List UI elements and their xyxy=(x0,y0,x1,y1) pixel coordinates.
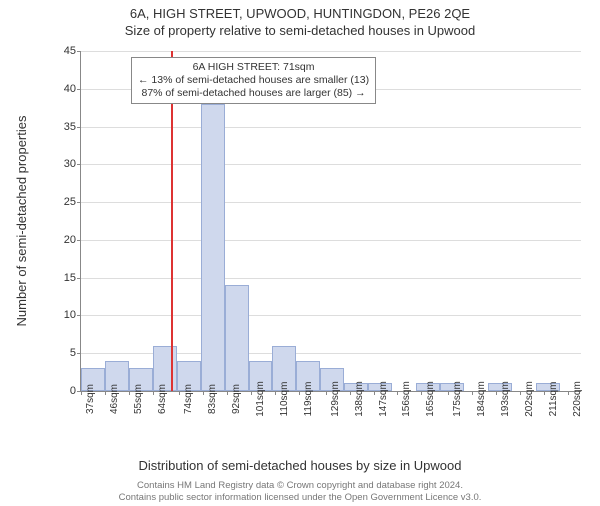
chart-container: 05101520253035404537sqm46sqm55sqm64sqm74… xyxy=(60,51,580,421)
x-tick-label: 129sqm xyxy=(330,381,341,417)
x-tick-mark xyxy=(326,391,327,395)
x-tick-mark xyxy=(544,391,545,395)
x-tick-mark xyxy=(299,391,300,395)
gridline xyxy=(81,127,581,128)
x-axis-label: Distribution of semi-detached houses by … xyxy=(0,458,600,473)
x-tick-label: 110sqm xyxy=(279,382,290,417)
y-tick-mark xyxy=(77,278,81,279)
annotation-line-3: 87% of semi-detached houses are larger (… xyxy=(138,87,369,100)
gridline xyxy=(81,240,581,241)
y-tick-mark xyxy=(77,353,81,354)
y-axis-label: Number of semi-detached properties xyxy=(14,116,29,327)
x-tick-mark xyxy=(179,391,180,395)
histogram-bar xyxy=(225,285,249,391)
x-tick-mark xyxy=(472,391,473,395)
x-tick-label: 74sqm xyxy=(183,384,194,414)
x-tick-label: 101sqm xyxy=(255,381,266,417)
histogram-bar xyxy=(201,104,225,391)
x-tick-mark xyxy=(129,391,130,395)
x-tick-label: 156sqm xyxy=(401,381,412,417)
y-tick-mark xyxy=(77,202,81,203)
y-tick-label: 40 xyxy=(64,83,76,95)
footer-line-2: Contains public sector information licen… xyxy=(0,492,600,504)
x-tick-mark xyxy=(520,391,521,395)
x-tick-mark xyxy=(397,391,398,395)
y-tick-label: 5 xyxy=(70,347,76,359)
y-tick-label: 35 xyxy=(64,121,76,133)
x-tick-label: 138sqm xyxy=(354,381,365,417)
y-tick-mark xyxy=(77,51,81,52)
y-tick-label: 25 xyxy=(64,196,76,208)
x-tick-label: 37sqm xyxy=(85,384,96,414)
x-tick-label: 46sqm xyxy=(109,384,120,414)
x-tick-label: 83sqm xyxy=(207,384,218,414)
x-tick-label: 211sqm xyxy=(548,382,559,417)
x-tick-mark xyxy=(81,391,82,395)
chart-title-main: 6A, HIGH STREET, UPWOOD, HUNTINGDON, PE2… xyxy=(0,6,600,21)
gridline xyxy=(81,51,581,52)
x-tick-label: 184sqm xyxy=(476,381,487,417)
x-tick-label: 147sqm xyxy=(378,381,389,417)
x-tick-label: 220sqm xyxy=(572,381,583,417)
y-tick-label: 10 xyxy=(64,309,76,321)
x-tick-mark xyxy=(275,391,276,395)
x-tick-label: 55sqm xyxy=(133,384,144,414)
y-tick-mark xyxy=(77,240,81,241)
x-tick-mark xyxy=(251,391,252,395)
y-tick-label: 30 xyxy=(64,158,76,170)
y-tick-mark xyxy=(77,127,81,128)
y-tick-mark xyxy=(77,89,81,90)
x-tick-label: 165sqm xyxy=(425,381,436,417)
x-tick-label: 175sqm xyxy=(452,381,463,417)
footer: Contains HM Land Registry data © Crown c… xyxy=(0,480,600,504)
x-tick-label: 64sqm xyxy=(157,384,168,414)
gridline xyxy=(81,164,581,165)
x-tick-label: 193sqm xyxy=(500,381,511,417)
x-tick-label: 202sqm xyxy=(524,381,535,417)
annotation-line-2: ← 13% of semi-detached houses are smalle… xyxy=(138,74,369,87)
x-tick-label: 92sqm xyxy=(231,384,242,414)
footer-line-1: Contains HM Land Registry data © Crown c… xyxy=(0,480,600,492)
y-tick-label: 20 xyxy=(64,234,76,246)
chart-title-sub: Size of property relative to semi-detach… xyxy=(0,23,600,38)
y-tick-mark xyxy=(77,315,81,316)
y-tick-label: 0 xyxy=(70,385,76,397)
x-tick-mark xyxy=(448,391,449,395)
x-tick-mark xyxy=(374,391,375,395)
gridline xyxy=(81,278,581,279)
x-tick-mark xyxy=(153,391,154,395)
gridline xyxy=(81,315,581,316)
x-tick-mark xyxy=(227,391,228,395)
y-tick-mark xyxy=(77,164,81,165)
x-tick-mark xyxy=(568,391,569,395)
y-tick-label: 15 xyxy=(64,272,76,284)
x-tick-mark xyxy=(496,391,497,395)
x-tick-label: 119sqm xyxy=(303,382,314,417)
x-tick-mark xyxy=(421,391,422,395)
y-tick-label: 45 xyxy=(64,45,76,57)
annotation-line-1: 6A HIGH STREET: 71sqm xyxy=(138,61,369,74)
gridline xyxy=(81,202,581,203)
x-tick-mark xyxy=(350,391,351,395)
plot-area: 05101520253035404537sqm46sqm55sqm64sqm74… xyxy=(80,51,581,392)
x-tick-mark xyxy=(105,391,106,395)
annotation-box: 6A HIGH STREET: 71sqm ← 13% of semi-deta… xyxy=(131,57,376,104)
x-tick-mark xyxy=(203,391,204,395)
